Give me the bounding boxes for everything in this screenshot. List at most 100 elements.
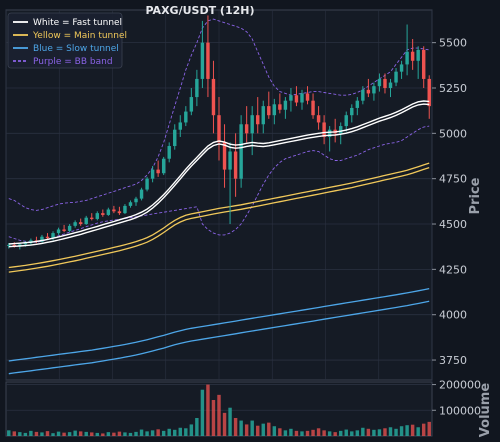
volume-bar xyxy=(233,418,238,436)
volume-bar xyxy=(29,430,33,436)
candle-body xyxy=(189,97,194,112)
candle-body xyxy=(145,178,149,190)
candle xyxy=(239,115,243,188)
chart-title: PAXG/USDT (12H) xyxy=(146,4,255,17)
volume-bar xyxy=(250,420,254,436)
candle-body xyxy=(427,78,431,107)
candle-body xyxy=(267,106,271,116)
candle xyxy=(145,176,149,192)
price-tick-label: 5000 xyxy=(439,127,467,140)
candle xyxy=(399,60,404,79)
candle-body xyxy=(18,244,22,247)
volume-bar xyxy=(305,430,310,436)
candle-body xyxy=(421,49,426,79)
candle-body xyxy=(134,198,138,203)
main-tunnel xyxy=(8,162,430,273)
candle xyxy=(45,233,50,240)
volume-bar xyxy=(84,431,88,436)
bb-lower-line xyxy=(8,125,430,243)
candle-body xyxy=(372,86,376,94)
candle xyxy=(405,24,409,76)
price-axis-title: Price xyxy=(468,177,483,214)
legend-items: White = Fast tunnel Yellow = Main tunnel B… xyxy=(13,18,127,67)
volume-bar xyxy=(139,429,144,436)
candle-body xyxy=(233,151,238,179)
volume-bar xyxy=(145,431,149,436)
candle xyxy=(106,207,111,216)
main-tunnel-lower-line xyxy=(8,166,430,273)
candle xyxy=(90,213,94,221)
volume-bar xyxy=(206,384,210,436)
volume-bar xyxy=(7,430,11,436)
candle xyxy=(195,69,199,107)
volume-bar xyxy=(256,425,260,436)
volume-bar xyxy=(184,428,188,436)
candle-body xyxy=(117,211,122,214)
candle-body xyxy=(239,124,243,179)
candle xyxy=(123,204,127,215)
candle xyxy=(211,60,216,134)
candle xyxy=(128,200,133,208)
candle xyxy=(189,87,194,116)
slow-tunnel-lower-line xyxy=(8,300,430,375)
candle-body xyxy=(256,115,260,125)
candle xyxy=(184,106,188,127)
candle-body xyxy=(366,89,371,94)
candle xyxy=(117,206,122,215)
candle xyxy=(261,100,265,134)
candle xyxy=(344,111,348,132)
candle xyxy=(278,93,282,114)
candle-body xyxy=(322,122,326,137)
price-tick-label: 3750 xyxy=(439,354,467,367)
candle xyxy=(200,20,205,88)
candle xyxy=(327,126,332,152)
candle xyxy=(311,93,315,119)
candle-body xyxy=(311,100,315,116)
candle-body xyxy=(416,49,420,61)
volume-bar xyxy=(200,389,205,436)
candle-body xyxy=(405,51,409,65)
candle-body xyxy=(161,158,166,174)
candle xyxy=(294,86,299,107)
volume-bar xyxy=(405,425,409,436)
volume-bar xyxy=(322,430,326,436)
volume-bar xyxy=(90,432,94,436)
fast-tunnel xyxy=(8,100,430,248)
candle xyxy=(161,156,166,176)
volume-bar xyxy=(394,428,398,436)
candle-body xyxy=(228,151,232,170)
candle-body xyxy=(150,169,155,179)
candle-body xyxy=(211,78,216,116)
candle-body xyxy=(377,78,382,87)
volume-bar xyxy=(388,427,393,436)
candle-body xyxy=(56,229,61,234)
volume-bar xyxy=(123,432,127,436)
candle-body xyxy=(95,213,100,219)
volume-bar xyxy=(178,427,182,436)
volume-bar xyxy=(117,431,122,436)
candle xyxy=(244,106,249,143)
volume-bar xyxy=(344,429,348,436)
candle xyxy=(217,97,221,161)
candle-body xyxy=(278,104,282,110)
candle xyxy=(322,115,326,145)
candle-body xyxy=(195,78,199,98)
candle-body xyxy=(327,129,332,137)
candle-body xyxy=(78,222,83,225)
volume-bars xyxy=(7,384,431,436)
volume-bar xyxy=(338,430,343,436)
bb-upper-line xyxy=(8,18,430,211)
volume-bar xyxy=(67,432,72,436)
candle-body xyxy=(51,233,55,239)
candle-body xyxy=(399,64,404,72)
volume-bar xyxy=(366,428,371,436)
volume-bar xyxy=(189,424,194,436)
slow-tunnel xyxy=(8,287,430,375)
price-tick-label: 4750 xyxy=(439,173,467,186)
volume-bar xyxy=(355,430,360,436)
volume-bar xyxy=(101,433,105,436)
candle xyxy=(228,142,232,225)
price-tick-label: 5500 xyxy=(439,37,467,50)
volume-bar xyxy=(410,424,415,436)
volume-bar xyxy=(427,421,431,436)
